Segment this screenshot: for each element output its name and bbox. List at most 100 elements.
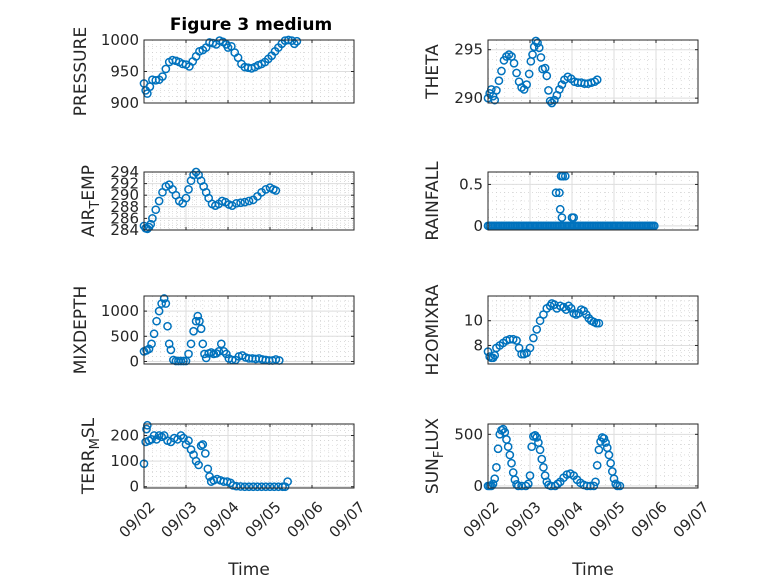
data-point bbox=[591, 477, 600, 487]
data-point bbox=[184, 436, 193, 445]
data-point bbox=[147, 339, 156, 349]
data-point bbox=[189, 326, 198, 336]
data-point bbox=[492, 86, 501, 95]
data-point bbox=[542, 71, 552, 81]
data-point bbox=[211, 349, 221, 358]
data-point bbox=[232, 481, 241, 491]
y-tick-label: 200 bbox=[110, 427, 139, 445]
data-point bbox=[544, 86, 553, 95]
data-point bbox=[601, 438, 610, 447]
subplot-4: 0 0.5 RAINFALL bbox=[423, 161, 699, 241]
data-point bbox=[555, 188, 564, 198]
data-point bbox=[545, 96, 555, 106]
data-point bbox=[490, 474, 500, 484]
data-point bbox=[536, 53, 546, 62]
subplot-5: 0 500 1000 MIXDEPTH bbox=[71, 286, 355, 375]
data-point bbox=[505, 450, 515, 460]
data-point bbox=[521, 481, 531, 491]
axes-frame bbox=[143, 39, 355, 104]
y-axis-label: AIRTEMP bbox=[79, 165, 103, 237]
y-tick-label: 500 bbox=[454, 425, 483, 443]
data-point bbox=[649, 221, 659, 231]
data-point bbox=[555, 204, 565, 214]
data-point bbox=[567, 213, 577, 222]
x-tick-label: 09/04 bbox=[199, 498, 242, 541]
data-point bbox=[586, 481, 595, 491]
data-point bbox=[497, 66, 506, 76]
data-point bbox=[163, 321, 172, 331]
axes-frame bbox=[487, 423, 699, 489]
subplot-2: 290 295 THETA bbox=[423, 36, 699, 108]
data-point bbox=[201, 353, 211, 363]
data-point bbox=[493, 444, 503, 454]
data-point bbox=[244, 196, 254, 206]
data-point bbox=[512, 68, 521, 78]
y-tick-label: 0 bbox=[473, 477, 483, 495]
data-point bbox=[539, 463, 548, 472]
y-tick-label: 100 bbox=[110, 452, 139, 470]
axes-frame bbox=[143, 295, 355, 365]
y-axis-label: THETA bbox=[423, 44, 443, 100]
data-point bbox=[492, 463, 501, 472]
y-tick-label: 950 bbox=[110, 63, 139, 81]
data-point bbox=[594, 445, 604, 455]
data-point bbox=[611, 479, 621, 489]
data-point bbox=[606, 458, 615, 468]
data-point bbox=[488, 479, 498, 489]
data-point bbox=[507, 458, 516, 468]
data-point bbox=[524, 69, 534, 79]
y-tick-label: 284 bbox=[110, 221, 139, 239]
data-point bbox=[533, 38, 542, 48]
data-point bbox=[158, 72, 167, 81]
data-point bbox=[151, 75, 161, 85]
x-tick-label: 09/06 bbox=[627, 498, 670, 541]
y-axis-label: TERRMSL bbox=[79, 417, 103, 495]
y-axis-label: MIXDEPTH bbox=[71, 286, 91, 375]
data-point bbox=[219, 347, 229, 356]
data-point bbox=[557, 80, 567, 89]
y-tick-label: 290 bbox=[454, 89, 483, 107]
data-point bbox=[248, 482, 258, 492]
axes-frame bbox=[143, 423, 355, 489]
data-point bbox=[558, 171, 568, 181]
data-point bbox=[164, 339, 174, 349]
data-point bbox=[196, 324, 206, 334]
data-point bbox=[278, 482, 287, 492]
data-point bbox=[592, 460, 602, 470]
data-point bbox=[592, 75, 602, 85]
data-point bbox=[198, 440, 208, 449]
data-point bbox=[494, 76, 504, 86]
y-tick-label: 0 bbox=[473, 217, 483, 235]
data-point bbox=[528, 50, 537, 59]
y-tick-label: 0 bbox=[129, 478, 139, 496]
data-point bbox=[522, 80, 531, 89]
data-point bbox=[236, 198, 245, 208]
y-tick-label: 0 bbox=[129, 352, 139, 370]
x-tick-label: 09/02 bbox=[459, 498, 502, 541]
data-point bbox=[523, 479, 533, 489]
y-tick-label: 1000 bbox=[101, 302, 139, 320]
data-point bbox=[503, 442, 513, 452]
data-point bbox=[154, 196, 164, 206]
data-point bbox=[179, 356, 188, 366]
data-point bbox=[589, 481, 599, 491]
data-point bbox=[517, 349, 526, 359]
data-point bbox=[144, 344, 154, 354]
y-tick-label: 286 bbox=[110, 209, 139, 227]
axes-frame bbox=[487, 171, 699, 231]
data-point bbox=[240, 482, 250, 492]
subplot-6: 8 10 H2OMIXRA bbox=[423, 284, 699, 376]
data-point bbox=[221, 349, 231, 359]
data-point bbox=[253, 482, 262, 492]
y-tick-label: 292 bbox=[110, 175, 139, 193]
data-point bbox=[198, 339, 208, 349]
data-point bbox=[540, 63, 550, 73]
axes-background bbox=[487, 295, 699, 365]
data-point bbox=[216, 339, 226, 349]
data-point bbox=[154, 306, 164, 316]
data-point bbox=[564, 301, 573, 311]
x-tick-label: 09/05 bbox=[241, 498, 284, 541]
